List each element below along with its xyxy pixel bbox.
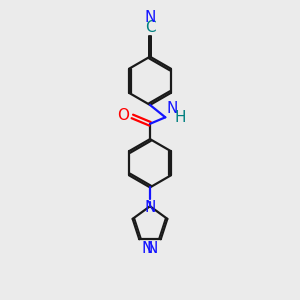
Text: N: N — [147, 241, 158, 256]
Text: O: O — [117, 108, 129, 123]
Text: H: H — [174, 110, 186, 125]
Text: N: N — [144, 10, 156, 25]
Text: N: N — [167, 101, 178, 116]
Text: N: N — [144, 200, 156, 215]
Text: N: N — [142, 241, 153, 256]
Text: C: C — [145, 20, 155, 35]
